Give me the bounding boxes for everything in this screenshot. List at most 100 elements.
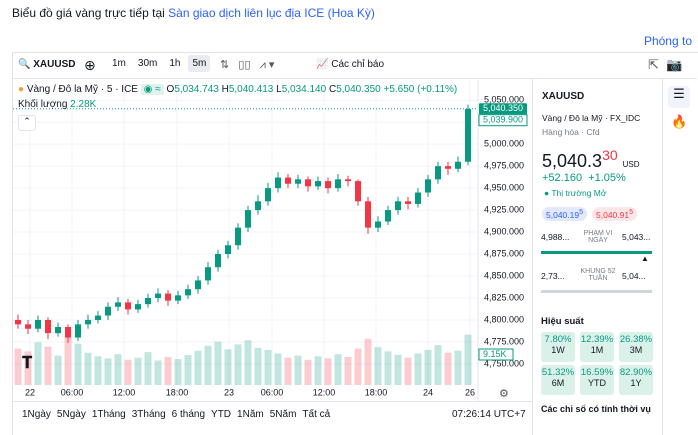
- interval[interactable]: 30m: [137, 58, 158, 69]
- range[interactable]: 3Tháng: [131, 409, 166, 420]
- l-label: L: [276, 84, 282, 95]
- volume-legend: Khối lượng 2.28K: [18, 99, 96, 110]
- symbol-text: XAUUSD: [33, 59, 76, 70]
- list-icon[interactable]: ☰: [668, 86, 690, 108]
- range[interactable]: 1Năm: [237, 409, 264, 420]
- o-label: O: [166, 84, 175, 95]
- bid-badge: [478, 114, 528, 127]
- x-tick-label: 06:00: [261, 387, 284, 397]
- bid-tail: 5: [579, 208, 584, 216]
- perf-period: 3M: [629, 345, 643, 355]
- volume-bar: [384, 351, 392, 385]
- day-label: PHẠM VI NGÀY: [583, 230, 613, 244]
- range[interactable]: Tất cả: [302, 409, 331, 420]
- candle-body: [135, 304, 141, 310]
- volume-bar: [94, 356, 102, 385]
- o-value: 5,034.743: [174, 84, 219, 95]
- candle-body: [335, 179, 341, 189]
- candle-body: [265, 188, 271, 202]
- x-tick-label: 18:00: [166, 387, 189, 397]
- change-pct: +1.05%: [588, 172, 626, 184]
- symbol[interactable]: 🔍 XAUUSD: [18, 59, 76, 70]
- candle-body: [275, 177, 281, 189]
- candle-body: [425, 179, 431, 193]
- price-tail: 30: [602, 147, 618, 163]
- candle-body: [465, 109, 471, 162]
- volume-bar: [204, 345, 212, 385]
- volume-bar: [424, 350, 432, 385]
- c-value: 5,040.350: [336, 84, 381, 95]
- year-bar: [541, 290, 652, 293]
- volume-bar: [374, 347, 382, 385]
- tool-icons[interactable]: ⇅ ▯▯ ⩘ ▾: [220, 59, 275, 71]
- volume-bar: [414, 353, 422, 385]
- volume-badge: [478, 348, 514, 361]
- toolbar-icons[interactable]: ⇱ 📷: [648, 57, 683, 72]
- range[interactable]: 5Năm: [269, 409, 297, 420]
- range[interactable]: 6 tháng: [171, 409, 206, 420]
- range[interactable]: 1Tháng: [91, 409, 126, 420]
- perf-period: 1W: [551, 345, 565, 355]
- candle-body: [215, 254, 221, 268]
- y-tick-label: 4,925.000: [484, 204, 524, 214]
- y-tick-label: 4,850.000: [484, 270, 524, 280]
- candle-body: [75, 324, 81, 338]
- candle-body: [185, 289, 191, 296]
- volume-bar: [114, 354, 122, 385]
- y-tick-label: 4,950.000: [484, 182, 524, 192]
- interval[interactable]: 1m: [112, 58, 126, 69]
- volume-bar: [464, 334, 472, 385]
- perf-value: 82.90%: [619, 367, 653, 378]
- y-tick-label: 5,000.000: [484, 139, 524, 149]
- volume-bar: [144, 352, 152, 385]
- header-title: Biểu đồ giá vàng trực tiếp tại: [12, 6, 165, 20]
- side-kind: Hàng hóa · Cfd: [542, 127, 600, 137]
- volume-bar: [64, 337, 72, 385]
- perf-period: 1Y: [630, 378, 642, 388]
- interval[interactable]: 1h: [169, 58, 181, 69]
- seasonal: Các chỉ số có tính thời vụ: [541, 404, 651, 414]
- day-bar: [541, 251, 652, 254]
- candle-body: [255, 201, 261, 211]
- candle-body: [365, 201, 371, 228]
- range[interactable]: YTD: [211, 409, 232, 420]
- settings[interactable]: ⚙: [499, 388, 509, 400]
- legend: ● Vàng / Đô la Mỹ · 5 · ICE ◉ ≈ O5,034.7…: [18, 84, 458, 95]
- add-button[interactable]: ⊕: [84, 57, 96, 73]
- volume-bar: [84, 352, 92, 385]
- candle-body: [285, 177, 291, 184]
- collapse-button[interactable]: ⌃: [18, 115, 36, 131]
- range[interactable]: 5Ngày: [56, 409, 86, 420]
- candle-body: [245, 210, 251, 228]
- volume-bar: [184, 354, 192, 385]
- header-link[interactable]: Sàn giao dịch liên lục địa ICE (Hoa Kỳ): [168, 6, 375, 20]
- y-tick-label: 4,775.000: [484, 336, 524, 346]
- y-tick-label: 4,900.000: [484, 226, 524, 236]
- y-tick-label: 4,875.000: [484, 248, 524, 258]
- fire-icon[interactable]: 🔥: [671, 114, 688, 129]
- h-label: H: [221, 84, 229, 95]
- icon-border: [662, 79, 663, 435]
- perf-card: 51.32% 6M: [541, 365, 575, 395]
- volume-bar: [244, 340, 252, 385]
- x-tick-label: 12:00: [113, 387, 136, 397]
- volume-bar: [24, 351, 32, 385]
- range[interactable]: 1Ngày: [22, 409, 51, 420]
- interval[interactable]: 5m: [188, 55, 211, 72]
- year-label: KHUNG 52 TUẦN: [580, 268, 616, 282]
- volume-bar: [104, 358, 112, 385]
- candle-body: [105, 306, 111, 316]
- expand-link[interactable]: Phóng to: [643, 34, 692, 48]
- perf-card: 16.59% YTD: [580, 365, 614, 395]
- volume-bar: [354, 348, 362, 385]
- volume-bar: [394, 354, 402, 385]
- candle-body: [175, 295, 181, 301]
- indicators[interactable]: 📈 Các chỉ báo: [316, 59, 385, 70]
- candle-body: [205, 267, 211, 281]
- x-tick-label: 24: [423, 387, 433, 397]
- y-tick-label: 4,825.000: [484, 292, 524, 302]
- legend-name: Vàng / Đô la Mỹ · 5 · ICE: [26, 84, 138, 95]
- candle-body: [445, 166, 451, 169]
- volume-bar: [74, 343, 82, 385]
- price-main: 5,040.3: [542, 151, 603, 171]
